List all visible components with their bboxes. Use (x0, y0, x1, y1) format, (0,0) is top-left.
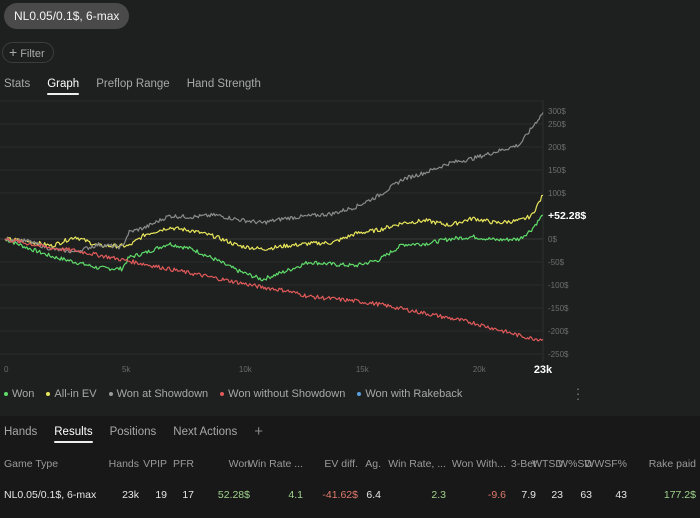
tab-positions[interactable]: Positions (109, 426, 157, 438)
cell-three-bet: 7.9 (521, 489, 536, 501)
column-header-wwsf[interactable]: WWSF% (584, 458, 627, 470)
end-value-label: +52.28$ (548, 210, 586, 222)
tab-hand-strength[interactable]: Hand Strength (186, 78, 261, 90)
cell-won: 52.28$ (217, 489, 250, 501)
legend-won-with-rakeback[interactable]: Won with Rakeback (357, 388, 462, 400)
cell-hands: 23k (122, 489, 139, 501)
tab-stats[interactable]: Stats (4, 78, 31, 90)
x-tick-label: 0 (4, 365, 9, 374)
column-header-wsd[interactable]: W%SD (558, 458, 592, 470)
cell-game-type: NL0.05/0.1$, 6-max (4, 489, 97, 501)
y-tick-label: -200$ (548, 327, 569, 336)
column-header-won-without[interactable]: Won With... (451, 458, 506, 470)
cell-wtsd: 23 (551, 489, 563, 501)
legend-all-in-ev[interactable]: All-in EV (46, 388, 97, 400)
cell-win-rate: 4.1 (288, 489, 303, 501)
x-tick-label: 15k (356, 365, 370, 374)
tab-next-actions[interactable]: Next Actions (173, 426, 238, 438)
plus-icon: + (9, 44, 18, 60)
y-tick-label: 150$ (548, 166, 566, 175)
tab-preflop-range[interactable]: Preflop Range (96, 78, 170, 90)
column-header-vpip[interactable]: VPIP (143, 458, 167, 470)
more-options-icon[interactable]: · · · (575, 381, 581, 406)
y-tick-label: 100$ (548, 189, 566, 198)
column-header-ev-diff[interactable]: EV diff. (324, 458, 358, 470)
y-tick-label: -250$ (548, 350, 569, 359)
filter-label: Filter (20, 48, 45, 60)
cell-win-rate-2: 2.3 (431, 489, 446, 501)
column-header-three-bet[interactable]: 3-Bet (510, 458, 536, 470)
column-header-wtsd[interactable]: WTSD (532, 458, 563, 470)
series-line-won-without-showdown (4, 237, 544, 342)
winnings-graph: 300$ 250$ 200$ 150$ 100$ 0$ -50$ -100$ -150$ -200… (0, 100, 586, 376)
y-tick-label: 200$ (548, 143, 566, 152)
column-header-game-type[interactable]: Game Type (4, 458, 59, 470)
x-end-label: 23k (534, 364, 553, 376)
legend-won-at-showdown[interactable]: Won at Showdown (108, 388, 208, 400)
series-line-won-at-showdown (4, 112, 544, 254)
cell-wwsf: 43 (615, 489, 627, 501)
column-header-hands[interactable]: Hands (108, 458, 139, 470)
y-tick-label: -100$ (548, 281, 569, 290)
series-line-won (4, 214, 544, 282)
x-tick-label: 5k (122, 365, 131, 374)
y-tick-label: -50$ (548, 258, 565, 267)
column-header-rake-paid[interactable]: Rake paid (648, 458, 696, 470)
x-tick-label: 10k (239, 365, 253, 374)
cell-vpip: 19 (155, 489, 167, 501)
cell-pfr: 17 (182, 489, 194, 501)
tab-graph[interactable]: Graph (47, 78, 79, 95)
results-panel: Hands Results Positions Next Actions + G… (0, 416, 700, 518)
cell-aggression: 6.4 (366, 489, 381, 501)
cell-won-without: -9.6 (487, 489, 506, 501)
game-type-chip[interactable]: NL0.05/0.1$, 6-max (4, 3, 130, 29)
legend: Won All-in EV Won at Showdown Won withou… (4, 388, 462, 400)
filter-button[interactable]: + Filter (2, 42, 54, 63)
add-tab-icon[interactable]: + (254, 423, 263, 440)
cell-ev-diff: -41.62$ (322, 489, 358, 501)
y-tick-label: 250$ (548, 120, 566, 129)
tab-results[interactable]: Results (54, 426, 93, 443)
y-tick-label: 300$ (548, 107, 566, 116)
cell-wsd: 63 (580, 489, 592, 501)
column-header-win-rate[interactable]: Win Rate ... (248, 458, 303, 470)
column-header-aggression[interactable]: Ag. (365, 458, 381, 470)
column-header-pfr[interactable]: PFR (173, 458, 194, 470)
legend-won[interactable]: Won (4, 388, 34, 400)
y-tick-label: -150$ (548, 304, 569, 313)
legend-won-without-showdown[interactable]: Won without Showdown (220, 388, 345, 400)
x-tick-label: 20k (473, 365, 487, 374)
tab-hands[interactable]: Hands (4, 426, 38, 438)
main-tabs: Stats Graph Preflop Range Hand Strength (4, 78, 261, 95)
column-header-win-rate-2[interactable]: Win Rate, ... (388, 458, 446, 470)
cell-rake-paid: 177.2$ (663, 489, 696, 501)
y-tick-label: 0$ (548, 235, 557, 244)
series-line-all-in-ev (4, 194, 544, 251)
column-header-won[interactable]: Won (228, 458, 250, 470)
